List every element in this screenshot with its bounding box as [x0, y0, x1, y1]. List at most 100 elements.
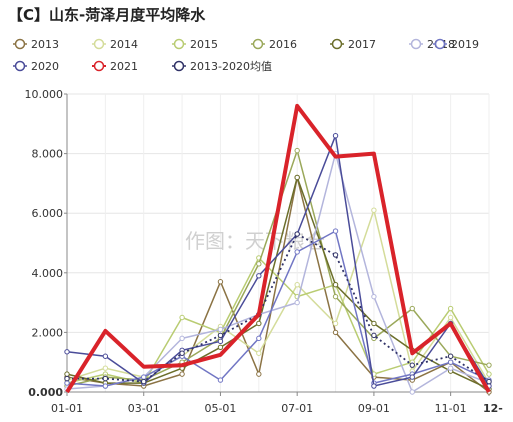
chart-title: 【C】山东-菏泽月度平均降水 — [8, 6, 206, 24]
series-9 — [64, 231, 492, 385]
data-point — [256, 335, 262, 342]
x-tick-label: 12- — [483, 402, 503, 415]
data-point — [141, 378, 147, 385]
data-point — [179, 371, 185, 377]
series-8 — [65, 103, 491, 394]
x-tick-label: 03-01 — [128, 402, 160, 415]
data-point — [447, 353, 454, 359]
data-point — [447, 359, 454, 365]
x-tick-label: 01-01 — [51, 402, 83, 415]
data-point — [447, 305, 454, 312]
legend-item-8[interactable]: 2021 — [92, 60, 138, 73]
legend: 2013 2014 2015 2016 2017 20182019 2020 2021 2013… — [13, 38, 479, 73]
y-tick-label: 10.000 — [25, 88, 64, 101]
legend-label: 2019 — [451, 38, 479, 51]
y-tick-label: 4.000 — [32, 267, 64, 280]
data-point — [256, 320, 262, 327]
legend-swatch-marker — [93, 60, 105, 72]
data-point — [294, 174, 300, 181]
data-point — [409, 362, 415, 368]
legend-label: 2021 — [110, 60, 138, 73]
data-point — [141, 374, 147, 380]
series-line — [67, 233, 490, 383]
y-tick-label: 2.000 — [32, 326, 64, 339]
data-point — [486, 378, 492, 385]
data-point — [447, 314, 454, 321]
data-point — [102, 353, 109, 359]
data-point — [294, 282, 300, 288]
legend-item-4[interactable]: 2017 — [330, 38, 376, 51]
series-line — [66, 209, 490, 384]
x-tick-label: 05-01 — [204, 402, 236, 415]
data-point — [332, 133, 339, 139]
data-point — [294, 231, 300, 237]
grid — [66, 93, 490, 392]
legend-swatch-marker — [14, 38, 26, 50]
data-point — [217, 279, 224, 285]
data-point — [217, 326, 224, 333]
data-point — [64, 375, 70, 382]
legend-label: 2017 — [348, 38, 376, 51]
data-point — [256, 350, 262, 356]
legend-item-2[interactable]: 2015 — [172, 38, 218, 51]
data-point — [294, 147, 300, 154]
y-tick-label: 6.000 — [32, 207, 64, 220]
data-point — [486, 362, 492, 368]
data-point — [64, 371, 70, 377]
legend-swatch-marker — [410, 38, 422, 50]
data-point — [332, 320, 339, 327]
data-point — [217, 338, 224, 345]
legend-item-6[interactable]: 2019 — [433, 38, 479, 51]
data-point — [371, 320, 377, 327]
legend-item-3[interactable]: 2016 — [251, 38, 297, 51]
data-point — [371, 383, 377, 389]
data-point — [447, 365, 454, 371]
data-point — [486, 371, 492, 377]
legend-item-7[interactable]: 2020 — [13, 60, 59, 73]
data-point — [179, 335, 185, 342]
x-tick-label: 07-01 — [281, 402, 313, 415]
series-line — [66, 134, 490, 387]
data-point — [217, 377, 224, 383]
legend-swatch-marker — [434, 38, 446, 50]
legend-label: 2015 — [190, 38, 218, 51]
legend-swatch-marker — [252, 38, 264, 50]
data-point — [332, 329, 339, 336]
data-point — [294, 249, 300, 255]
legend-swatch-marker — [14, 60, 26, 72]
y-tick-label: 8.000 — [32, 148, 64, 161]
data-point — [371, 332, 377, 339]
legend-item-9[interactable]: 2013-2020均值 — [172, 60, 272, 73]
series-line — [66, 176, 490, 393]
legend-label: 2014 — [110, 38, 138, 51]
legend-item-5[interactable]: 2018 — [409, 38, 455, 51]
data-point — [409, 305, 415, 312]
legend-item-0[interactable]: 2013 — [13, 38, 59, 51]
legend-label: 2013 — [31, 38, 59, 51]
x-tick-label: 11-01 — [435, 402, 467, 415]
legend-label: 2020 — [31, 60, 59, 73]
series-line — [65, 103, 491, 394]
data-point — [102, 365, 109, 371]
data-point — [102, 375, 109, 382]
series-line — [66, 149, 490, 387]
data-point — [179, 314, 185, 321]
legend-swatch-marker — [93, 38, 105, 50]
legend-swatch-marker — [173, 38, 185, 50]
data-point — [179, 350, 185, 356]
legend-label: 2016 — [269, 38, 297, 51]
data-point — [332, 293, 339, 300]
data-point — [256, 371, 262, 377]
y-tick-label: 0.000 — [28, 386, 63, 399]
legend-item-1[interactable]: 2014 — [92, 38, 138, 51]
data-point — [217, 332, 224, 339]
legend-swatch-marker — [331, 38, 343, 50]
legend-swatch-marker — [173, 60, 185, 72]
data-point — [332, 282, 339, 288]
data-point — [64, 380, 70, 386]
data-point — [409, 389, 415, 395]
series-line — [66, 176, 490, 390]
series-layer — [64, 103, 492, 395]
